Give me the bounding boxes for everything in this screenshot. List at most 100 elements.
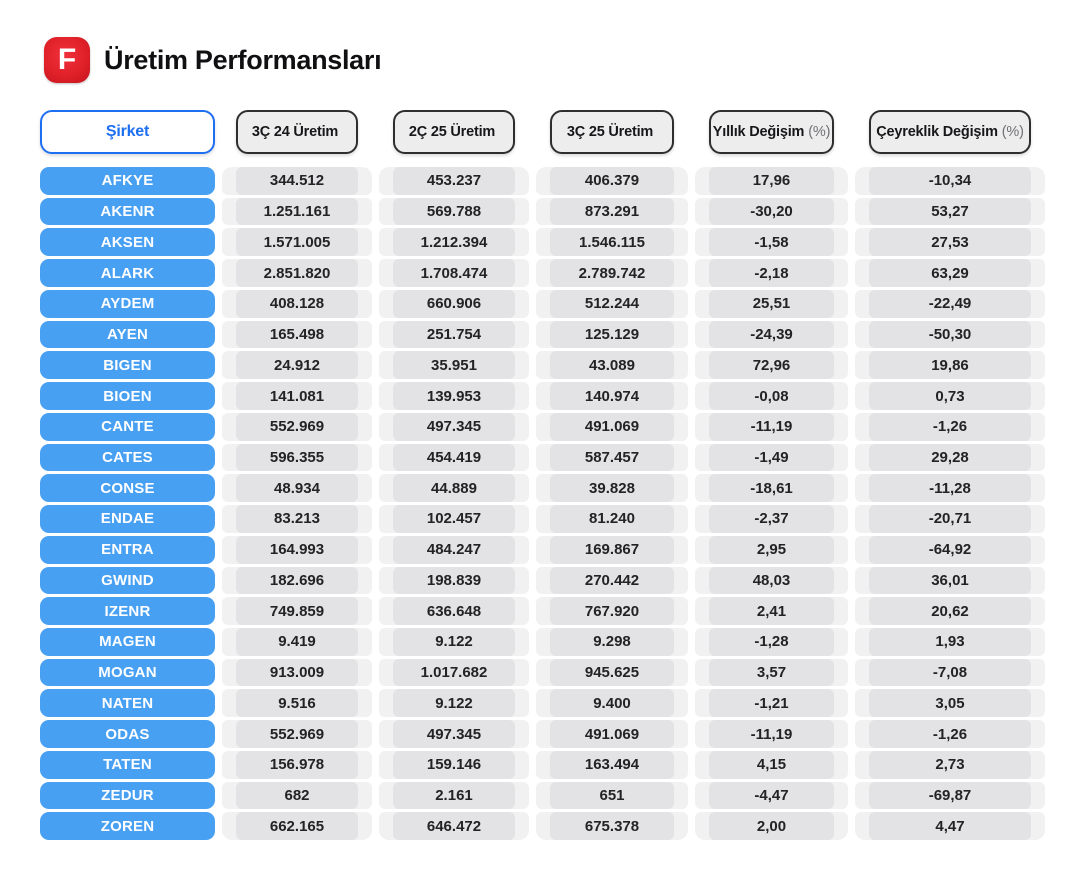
value-row: 587.457 — [536, 443, 688, 472]
company-pill-zoren[interactable]: ZOREN — [40, 812, 215, 841]
value-cell: 1.017.682 — [393, 658, 515, 687]
company-pill-gwind[interactable]: GWIND — [40, 566, 215, 595]
company-row: AYDEM — [40, 289, 215, 318]
column-header-pill[interactable]: 3Ç 24 Üretim — [236, 110, 358, 154]
value-cell: 587.457 — [550, 443, 674, 472]
value-row: 140.974 — [536, 382, 688, 410]
value-row: 169.867 — [536, 535, 688, 564]
company-pill-entra[interactable]: ENTRA — [40, 535, 215, 564]
value-cell: 651 — [550, 781, 674, 810]
company-header-label: Şirket — [105, 123, 150, 140]
company-pill-magen[interactable]: MAGEN — [40, 628, 215, 656]
value-row: 2,41 — [695, 597, 848, 626]
fintables-logo-icon: F — [44, 37, 90, 83]
value-row: -2,18 — [695, 259, 848, 287]
company-pill-aydem[interactable]: AYDEM — [40, 289, 215, 318]
value-row: 102.457 — [379, 505, 529, 533]
value-cell: 2.789.742 — [550, 259, 674, 287]
company-pill-naten[interactable]: NATEN — [40, 689, 215, 718]
value-row: 552.969 — [222, 412, 372, 441]
value-cell: -7,08 — [869, 658, 1031, 687]
value-cell: 1.212.394 — [393, 228, 515, 257]
value-cell: 0,73 — [869, 382, 1031, 410]
column-header-label: Çeyreklik Değişim — [876, 124, 998, 140]
value-row: -10,34 — [855, 167, 1045, 195]
value-cell: 39.828 — [550, 474, 674, 503]
company-pill-afkye[interactable]: AFKYE — [40, 167, 215, 195]
value-cell: 662.165 — [236, 812, 358, 841]
value-row: 9.400 — [536, 689, 688, 718]
value-cell: 1.571.005 — [236, 228, 358, 257]
value-row: 2,73 — [855, 750, 1045, 779]
value-row: 569.788 — [379, 197, 529, 226]
value-cell: -69,87 — [869, 781, 1031, 810]
company-pill-akenr[interactable]: AKENR — [40, 197, 215, 226]
company-row: MOGAN — [40, 658, 215, 687]
column-yillik-degisim: Yıllık Değişim (%) 17,96 -30,20 -1,58 -2,18… — [695, 110, 848, 841]
value-cell: 102.457 — [393, 505, 515, 533]
value-row: 165.498 — [222, 320, 372, 349]
company-pill-cante[interactable]: CANTE — [40, 412, 215, 441]
company-pill-izenr[interactable]: IZENR — [40, 597, 215, 626]
company-pill-ayen[interactable]: AYEN — [40, 320, 215, 349]
value-cell: 1.546.115 — [550, 228, 674, 257]
column-header-pill[interactable]: Yıllık Değişim (%) — [709, 110, 834, 154]
value-row: 29,28 — [855, 443, 1045, 472]
value-cell: 140.974 — [550, 382, 674, 410]
value-row: 24.912 — [222, 351, 372, 380]
value-track: 344.512 1.251.161 1.571.005 2.851.820 408.12… — [222, 167, 372, 841]
value-row: 43.089 — [536, 351, 688, 380]
company-pill-bigen[interactable]: BIGEN — [40, 351, 215, 380]
value-row: 3,57 — [695, 658, 848, 687]
value-cell: -1,49 — [709, 443, 834, 472]
value-row: 0,73 — [855, 382, 1045, 410]
value-row: 9.122 — [379, 628, 529, 656]
value-cell: 497.345 — [393, 412, 515, 441]
value-cell: 3,57 — [709, 658, 834, 687]
company-pill-odas[interactable]: ODAS — [40, 720, 215, 748]
value-cell: 660.906 — [393, 289, 515, 318]
value-row: 81.240 — [536, 505, 688, 533]
company-row: AFKYE — [40, 167, 215, 195]
value-cell: 270.442 — [550, 566, 674, 595]
company-pill-endae[interactable]: ENDAE — [40, 505, 215, 533]
company-pill-conse[interactable]: CONSE — [40, 474, 215, 503]
value-cell: 19,86 — [869, 351, 1031, 380]
value-row: -69,87 — [855, 781, 1045, 810]
company-pill-taten[interactable]: TATEN — [40, 750, 215, 779]
value-cell: -11,19 — [709, 720, 834, 748]
company-header-pill[interactable]: Şirket — [40, 110, 215, 154]
column-2c25-uretim: 2Ç 25 Üretim 453.237 569.788 1.212.394 1.70… — [379, 110, 529, 841]
page-title: Üretim Performansları — [104, 44, 382, 75]
column-header-pill[interactable]: 3Ç 25 Üretim — [550, 110, 674, 154]
value-row: 164.993 — [222, 535, 372, 564]
value-row: -64,92 — [855, 535, 1045, 564]
value-cell: -1,21 — [709, 689, 834, 718]
company-pill-alark[interactable]: ALARK — [40, 259, 215, 287]
value-row: 156.978 — [222, 750, 372, 779]
value-cell: 9.122 — [393, 628, 515, 656]
company-row: CONSE — [40, 474, 215, 503]
value-cell: 408.128 — [236, 289, 358, 318]
company-pill-cates[interactable]: CATES — [40, 443, 215, 472]
value-cell: 27,53 — [869, 228, 1031, 257]
value-cell: 596.355 — [236, 443, 358, 472]
company-pill-mogan[interactable]: MOGAN — [40, 658, 215, 687]
value-cell: -20,71 — [869, 505, 1031, 533]
value-cell: 159.146 — [393, 750, 515, 779]
value-cell: -22,49 — [869, 289, 1031, 318]
company-pill-zedur[interactable]: ZEDUR — [40, 781, 215, 810]
company-pill-aksen[interactable]: AKSEN — [40, 228, 215, 257]
company-row: ZEDUR — [40, 781, 215, 810]
value-row: -30,20 — [695, 197, 848, 226]
company-pill-bioen[interactable]: BIOEN — [40, 382, 215, 410]
company-row: BIOEN — [40, 382, 215, 410]
column-header-pill[interactable]: 2Ç 25 Üretim — [393, 110, 515, 154]
value-row: 1.017.682 — [379, 658, 529, 687]
value-row: -4,47 — [695, 781, 848, 810]
value-cell: 497.345 — [393, 720, 515, 748]
value-cell: 164.993 — [236, 535, 358, 564]
company-row: TATEN — [40, 750, 215, 779]
value-row: 19,86 — [855, 351, 1045, 380]
column-header-pill[interactable]: Çeyreklik Değişim (%) — [869, 110, 1031, 154]
